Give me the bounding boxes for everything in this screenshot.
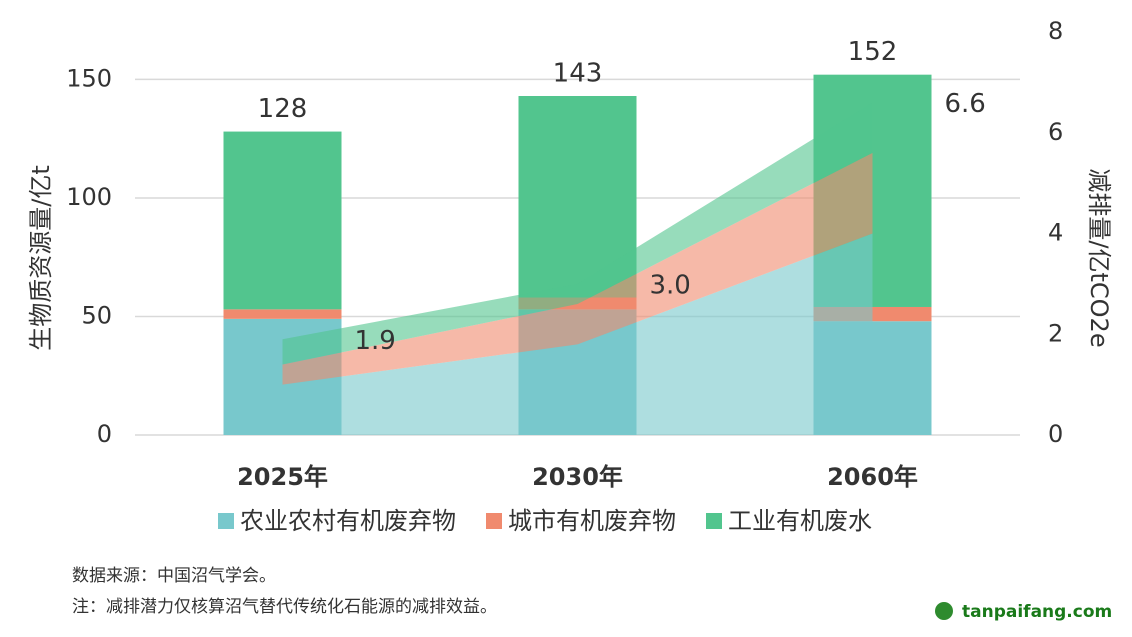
y-tick-label: 150 (66, 64, 112, 92)
y-axis-title: 生物质资源量/亿t (27, 165, 55, 351)
x-tick-label: 2030年 (532, 463, 623, 491)
area (282, 102, 873, 365)
y2-tick-label: 4 (1048, 219, 1063, 247)
y2-tick-label: 6 (1048, 118, 1063, 146)
note: 注：减排潜力仅核算沼气替代传统化石能源的减排效益。 (72, 597, 497, 617)
x-tick-label: 2060年 (827, 463, 918, 491)
bar (223, 309, 342, 319)
legend-swatch (218, 513, 234, 529)
area (282, 152, 873, 385)
y2-tick-label: 2 (1048, 319, 1063, 347)
area-total-label: 6.6 (945, 89, 986, 119)
area (282, 233, 873, 435)
y2-axis-title: 减排量/亿tCO2e (1085, 168, 1113, 347)
legend-label: 工业有机废水 (728, 507, 872, 535)
y2-tick-label: 8 (1048, 17, 1063, 45)
y-tick-label: 50 (81, 301, 112, 329)
y-tick-label: 100 (66, 183, 112, 211)
x-tick-label: 2025年 (237, 463, 328, 491)
y2-tick-label: 0 (1048, 420, 1063, 448)
area-total-label: 1.9 (355, 326, 396, 356)
bar-total-label: 152 (848, 37, 898, 67)
legend-label: 城市有机废弃物 (508, 507, 676, 535)
bar (223, 131, 342, 310)
y-tick-label: 0 (97, 420, 112, 448)
bar-total-label: 143 (553, 59, 603, 89)
legend-label: 农业农村有机废弃物 (240, 507, 456, 535)
legend-swatch (706, 513, 722, 529)
bar-total-label: 128 (258, 94, 308, 124)
logo-text: tanpaifang.com (962, 602, 1112, 622)
legend-swatch (486, 513, 502, 529)
area-total-label: 3.0 (650, 270, 691, 300)
logo-icon (935, 602, 953, 620)
note: 数据来源：中国沼气学会。 (72, 566, 276, 586)
